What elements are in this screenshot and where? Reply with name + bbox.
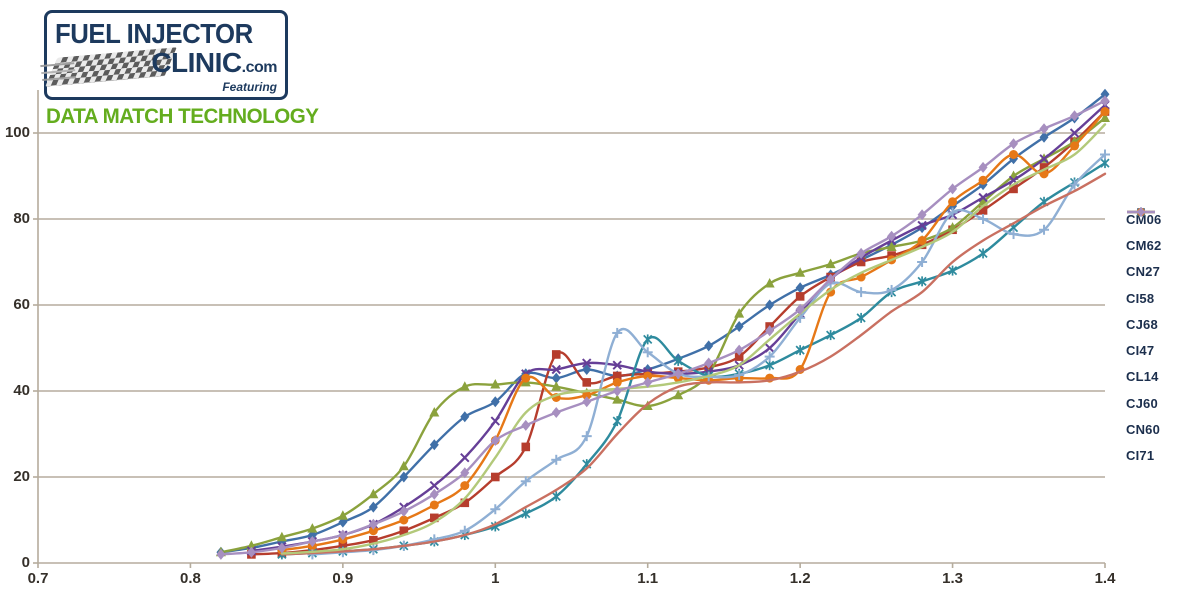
legend-item: CI47 bbox=[1126, 208, 1161, 363]
legend: CM06 CM62 CN27 CI58 CJ68 CI47 CL14 CJ60 … bbox=[1126, 206, 1161, 469]
legend-item: CI58 bbox=[1126, 207, 1161, 311]
x-tick-label: 1.2 bbox=[789, 570, 811, 587]
logo-tagline: DATA MATCH TECHNOLOGY bbox=[46, 105, 319, 128]
legend-item: CL14 bbox=[1126, 207, 1161, 390]
x-tick-label: 1 bbox=[491, 570, 500, 587]
legend-label: CM06 bbox=[1126, 211, 1162, 227]
logo-box: FUEL INJECTOR CLINIC.com Featuring bbox=[44, 10, 288, 100]
legend-item: CJ68 bbox=[1126, 207, 1161, 337]
y-tick-label: 40 bbox=[13, 382, 30, 399]
x-tick-label: 1.3 bbox=[942, 570, 963, 587]
legend-label: CJ60 bbox=[1126, 395, 1158, 411]
x-tick-label: 0.9 bbox=[332, 570, 354, 587]
y-tick-label: 60 bbox=[13, 296, 30, 313]
legend-item: CM62 bbox=[1126, 208, 1162, 258]
logo-title: FUEL INJECTOR bbox=[55, 18, 253, 49]
x-tick-label: 0.7 bbox=[27, 570, 49, 587]
logo-dotcom: .com bbox=[241, 59, 278, 76]
x-tick-label: 1.1 bbox=[637, 570, 659, 587]
legend-item: CN60 bbox=[1126, 210, 1161, 442]
legend-label: CJ68 bbox=[1126, 316, 1158, 332]
legend-label: CM62 bbox=[1126, 237, 1162, 253]
y-tick-label: 0 bbox=[21, 554, 30, 571]
legend-marker-icon bbox=[1127, 207, 1155, 217]
y-tick-label: 20 bbox=[13, 468, 30, 485]
legend-label: CI58 bbox=[1126, 290, 1155, 306]
legend-label: CN27 bbox=[1126, 264, 1161, 280]
y-tick-label: 80 bbox=[13, 210, 30, 227]
legend-item: CJ60 bbox=[1126, 210, 1161, 416]
x-tick-label: 1.4 bbox=[1094, 570, 1116, 587]
y-tick-label: 100 bbox=[4, 124, 30, 141]
x-tick-label: 0.8 bbox=[179, 570, 201, 587]
logo: FUEL INJECTOR CLINIC.com Featuring DATA … bbox=[44, 10, 319, 129]
legend-label: CL14 bbox=[1126, 369, 1159, 385]
logo-featuring: Featuring bbox=[222, 80, 277, 94]
legend-label: CI71 bbox=[1126, 448, 1155, 464]
legend-item: CI71 bbox=[1126, 207, 1161, 469]
legend-item: CN27 bbox=[1126, 207, 1161, 285]
legend-label: CI47 bbox=[1126, 343, 1155, 359]
logo-subtitle: CLINIC.com bbox=[151, 47, 278, 78]
legend-label: CN60 bbox=[1126, 422, 1161, 438]
